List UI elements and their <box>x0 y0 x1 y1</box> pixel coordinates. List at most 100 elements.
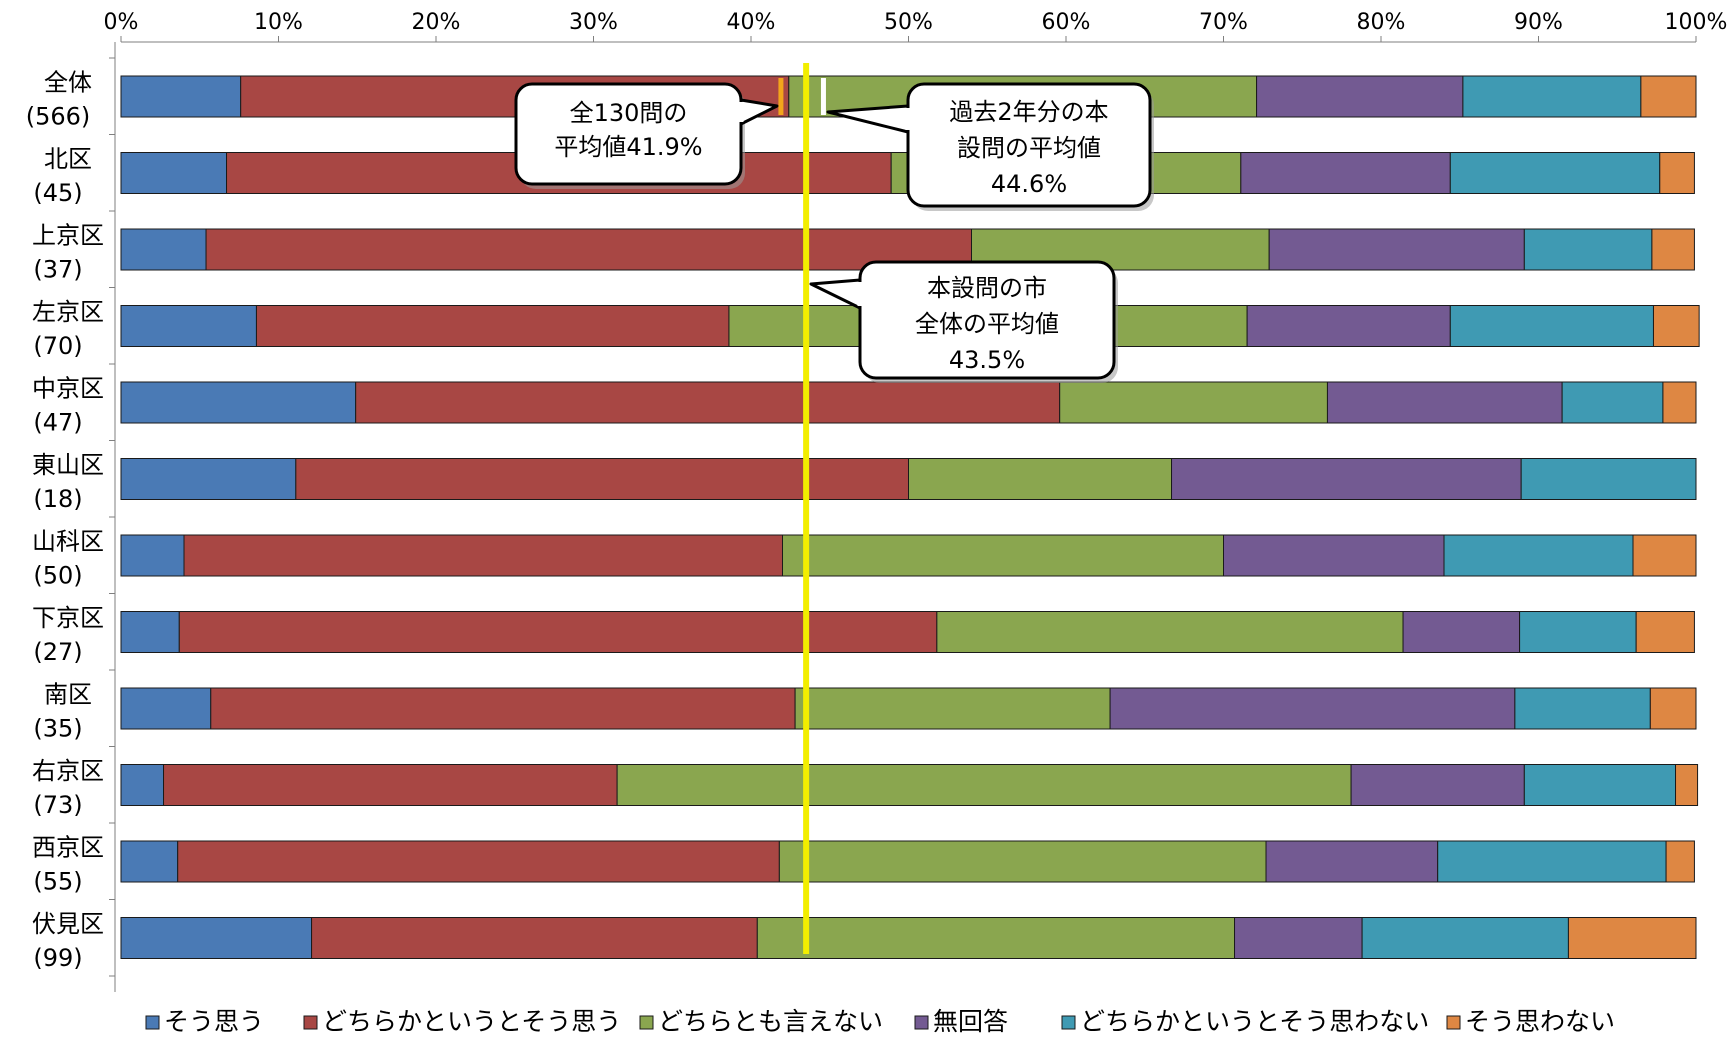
bar-segment <box>1234 917 1363 959</box>
reference-lines-layer <box>778 63 826 954</box>
legend-label: 無回答 <box>933 1007 1008 1036</box>
category-count: (35) <box>33 715 82 743</box>
category-label: 全体 <box>44 69 92 97</box>
category-count: (73) <box>33 791 82 819</box>
bar-segment <box>794 687 1111 730</box>
category-label: 下京区 <box>32 604 104 632</box>
bar-segment <box>778 840 1267 883</box>
bars-layer <box>120 75 1700 959</box>
bar-segment <box>205 228 973 271</box>
bar-segment <box>782 534 1224 577</box>
bar-segment <box>1665 840 1695 883</box>
bar-segment <box>1519 611 1637 653</box>
legend-item: そう思わない <box>1446 1007 1615 1036</box>
callout-text: 過去2年分の本 <box>949 98 1108 126</box>
legend-item: 無回答 <box>914 1007 1008 1036</box>
callout-text: 本設問の市 <box>927 274 1047 302</box>
legend-item: どちらかというとそう思う <box>303 1007 621 1036</box>
bar-segment <box>1268 228 1525 271</box>
bar-segment <box>1437 840 1667 883</box>
callout-text: 全体の平均値 <box>915 310 1059 338</box>
x-tick-label: 10% <box>254 10 303 35</box>
legend: そう思う どちらかというとそう思う どちらとも言えない 無回答 どちらかというとそう思わ… <box>145 1007 1615 1036</box>
callout-box <box>514 82 743 186</box>
legend-item: どちらかというとそう思わない <box>1061 1007 1429 1036</box>
category-label: 左京区 <box>32 298 104 326</box>
category-label: 南区 <box>44 681 92 709</box>
bar-segment <box>1449 152 1661 194</box>
bar-segment <box>120 458 297 500</box>
legend-swatch <box>1446 1015 1461 1030</box>
callout-pointer <box>740 98 779 126</box>
bar-segment <box>183 534 783 577</box>
category-count: (37) <box>33 256 82 284</box>
category-count: (70) <box>33 332 82 360</box>
bar-segment <box>1640 75 1697 118</box>
legend-label: そう思わない <box>1465 1007 1615 1036</box>
category-label: 右京区 <box>32 757 104 785</box>
bar-segment <box>1361 917 1569 959</box>
callout-box <box>858 260 1116 380</box>
category-label: 上京区 <box>32 222 104 250</box>
x-tick-label: 0% <box>104 10 139 35</box>
x-tick-label: 90% <box>1514 10 1563 35</box>
x-tick-label: 20% <box>412 10 461 35</box>
bar-segment <box>1059 381 1328 424</box>
x-tick-label: 60% <box>1042 10 1091 35</box>
bar-segment <box>908 458 1173 500</box>
bar-segment <box>120 917 313 959</box>
bar-segment <box>163 764 618 806</box>
bar-segment <box>1462 75 1642 118</box>
legend-swatch <box>303 1015 318 1030</box>
bar-segment <box>1514 687 1651 730</box>
legend-swatch <box>1061 1015 1076 1030</box>
legend-label: どちらとも言えない <box>658 1007 883 1036</box>
legend-swatch <box>639 1015 654 1030</box>
bar-segment <box>1520 458 1697 500</box>
bar-segment <box>311 917 758 959</box>
category-count: (18) <box>33 485 82 513</box>
bar-segment <box>616 764 1352 806</box>
callout-pointer <box>809 278 861 310</box>
category-label: 中京区 <box>32 375 104 403</box>
callout-text: 平均値41.9% <box>554 133 702 161</box>
bar-segment <box>1659 152 1695 194</box>
category-count: (50) <box>33 562 82 590</box>
bar-segment <box>1561 381 1664 424</box>
category-label: 東山区 <box>32 451 104 479</box>
bar-segment <box>1265 840 1439 883</box>
bar-segment <box>1662 381 1697 424</box>
bar-segment <box>1632 534 1697 577</box>
bar-segment <box>120 305 257 347</box>
x-tick-label: 50% <box>884 10 933 35</box>
bar-segment <box>1326 381 1563 424</box>
bar-segment <box>178 611 938 653</box>
bar-segment <box>120 228 207 271</box>
legend-item: そう思う <box>145 1007 264 1036</box>
category-label: 山科区 <box>32 528 104 556</box>
bar-segment <box>120 75 242 118</box>
bar-segment <box>1240 152 1451 194</box>
bar-segment <box>120 764 165 806</box>
category-label: 伏見区 <box>32 910 104 938</box>
bar-segment <box>120 611 180 653</box>
bar-segment <box>120 152 228 194</box>
x-tick-label: 80% <box>1357 10 1406 35</box>
axis-layer: 0% 10% 20% 30% 40% 50% 60% 70% 80% 90% 100% 全体 (566)… <box>26 10 1728 992</box>
bar-segment <box>1652 305 1700 347</box>
bar-segment <box>120 687 212 730</box>
category-count: (55) <box>33 868 82 896</box>
legend-label: どちらかというとそう思わない <box>1080 1007 1429 1036</box>
legend-swatch <box>145 1015 160 1030</box>
category-label: 北区 <box>44 145 92 173</box>
x-tick-label: 100% <box>1665 10 1728 35</box>
bar-segment <box>1350 764 1525 806</box>
bar-segment <box>295 458 909 500</box>
bar-segment <box>120 534 185 577</box>
bar-segment <box>255 305 730 347</box>
callout-box <box>906 82 1152 208</box>
bar-segment <box>1675 764 1699 806</box>
